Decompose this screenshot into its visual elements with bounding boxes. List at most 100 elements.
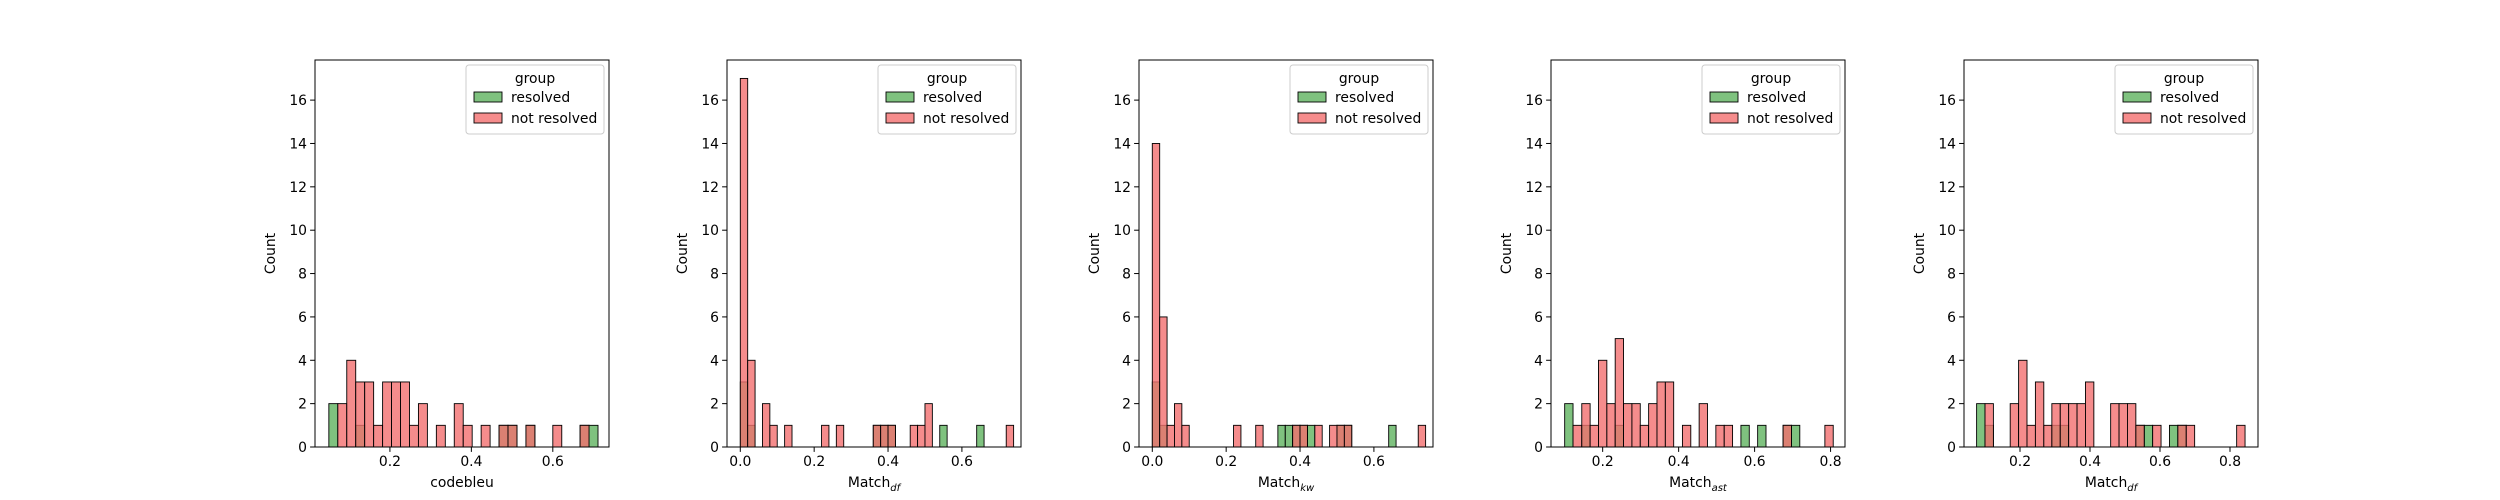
axes-frame (1138, 59, 1434, 448)
histogram-bar (1589, 424, 1599, 448)
x-axis-label: Matchdf (2085, 475, 2139, 494)
x-axis-label-main: codebleu (430, 475, 494, 491)
x-axis-label-main: Match (1669, 475, 1711, 491)
histogram-bar (1984, 403, 1994, 448)
legend-entry-label: resolved (1335, 90, 1394, 106)
y-tick-label: 12 (289, 180, 307, 196)
histogram-bar (784, 424, 793, 448)
histogram-bar (1284, 424, 1294, 448)
y-tick-label: 14 (701, 136, 719, 152)
histogram-bar (507, 424, 518, 448)
x-axis-label-main: Match (1258, 475, 1300, 491)
histogram-bar (1698, 403, 1708, 448)
histogram-bar (976, 424, 985, 448)
histogram-bar (346, 359, 357, 448)
y-axis-label: Count (1499, 232, 1515, 274)
legend-title: group (927, 71, 968, 87)
y-tick-label: 2 (298, 397, 307, 413)
legend: group resolved not resolved (1701, 64, 1841, 135)
histogram-bar (328, 403, 339, 448)
histogram-bar (1648, 403, 1658, 448)
histogram-bar (364, 381, 375, 448)
histogram-bar (1782, 424, 1792, 448)
histogram-bar (747, 359, 756, 448)
chart-panel: 0 2 4 6 8 10 12 14 16 0.0 0.2 0.4 0.6 Count Matchkw gro… (1087, 59, 1434, 494)
histogram-bar (417, 403, 428, 448)
y-tick-label: 2 (710, 397, 719, 413)
y-axis-label: Count (1087, 232, 1103, 274)
histogram-bar (525, 424, 536, 448)
legend: group resolved not resolved (1289, 64, 1429, 135)
legend-entry-label: not resolved (2160, 111, 2246, 127)
histogram-bar (2076, 403, 2086, 448)
histogram-bar (588, 424, 599, 448)
y-tick-label: 8 (710, 267, 719, 283)
legend-swatch (473, 112, 503, 124)
x-tick-label: 0.4 (2079, 454, 2101, 470)
legend-swatch (2122, 112, 2152, 124)
x-tick-label: 0.6 (1744, 454, 1766, 470)
histogram-bar (2168, 424, 2179, 448)
y-tick-label: 8 (1947, 267, 1956, 283)
y-tick-label: 12 (1113, 180, 1131, 196)
histogram-bar (480, 424, 491, 448)
axes-frame (1963, 59, 2259, 448)
chart-panel: 0 2 4 6 8 10 12 14 16 0.2 0.4 0.6 Count codebleu group… (263, 59, 610, 491)
histogram-bar (762, 403, 771, 448)
histogram-bar (2135, 424, 2145, 448)
y-tick-label: 2 (1947, 397, 1956, 413)
x-axis-label-subscript: df (890, 483, 901, 494)
histogram-bar (1681, 424, 1692, 448)
x-axis-label-subscript: kw (1300, 483, 1315, 494)
x-axis-label-main: Match (848, 475, 890, 491)
legend-swatch (885, 112, 915, 124)
y-tick-label: 12 (1938, 180, 1956, 196)
legend: group resolved not resolved (877, 64, 1017, 135)
histogram-bar (1614, 338, 1624, 448)
histogram-bar (2018, 359, 2028, 448)
histogram-bar (924, 403, 933, 448)
histogram-bar (1005, 424, 1015, 448)
x-tick-label: 0.8 (1820, 454, 1842, 470)
x-axis-label-subscript: ast (1712, 483, 1728, 494)
y-tick-label: 14 (1525, 136, 1543, 152)
histogram-bar (1623, 403, 1633, 448)
histogram-bar (453, 403, 464, 448)
y-tick-label: 6 (1122, 310, 1131, 326)
histogram-bar (1564, 403, 1574, 448)
y-tick-label: 6 (1947, 310, 1956, 326)
legend: group resolved not resolved (2114, 64, 2254, 135)
histogram-bar (2051, 403, 2061, 448)
histogram-bar (1306, 424, 1316, 448)
legend-swatch (1709, 112, 1739, 124)
histogram-bar (821, 424, 830, 448)
histogram-bar (1151, 143, 1161, 448)
chart-panel: 0 2 4 6 8 10 12 14 16 0.2 0.4 0.6 0.8 Count Matchast gr… (1499, 59, 1846, 494)
legend: group resolved not resolved (465, 64, 605, 135)
legend-swatch (2122, 91, 2152, 103)
histogram-bar (1631, 403, 1641, 448)
legend-entry-label: resolved (1747, 90, 1806, 106)
histogram-bar (1976, 403, 1986, 448)
x-axis-label: Matchast (1669, 475, 1728, 494)
histogram-bar (1159, 316, 1168, 448)
histogram-bar (435, 424, 446, 448)
axes-frame (726, 59, 1022, 448)
y-tick-label: 10 (1525, 223, 1543, 239)
histogram-bar (355, 381, 366, 448)
x-tick-label: 0.2 (379, 454, 401, 470)
histogram-bar (1723, 424, 1734, 448)
histogram-bar (2059, 403, 2070, 448)
x-tick-label: 0.6 (542, 454, 564, 470)
legend-swatch (473, 91, 503, 103)
histogram-bar (1598, 359, 1608, 448)
legend-swatch (1297, 112, 1327, 124)
x-tick-label: 0.2 (803, 454, 825, 470)
y-tick-label: 16 (1113, 93, 1131, 109)
histogram-bar (1277, 424, 1286, 448)
histogram-bar (917, 424, 926, 448)
x-tick-label: 0.6 (2149, 454, 2171, 470)
histogram-bar (1388, 424, 1397, 448)
x-tick-label: 0.2 (1215, 454, 1237, 470)
